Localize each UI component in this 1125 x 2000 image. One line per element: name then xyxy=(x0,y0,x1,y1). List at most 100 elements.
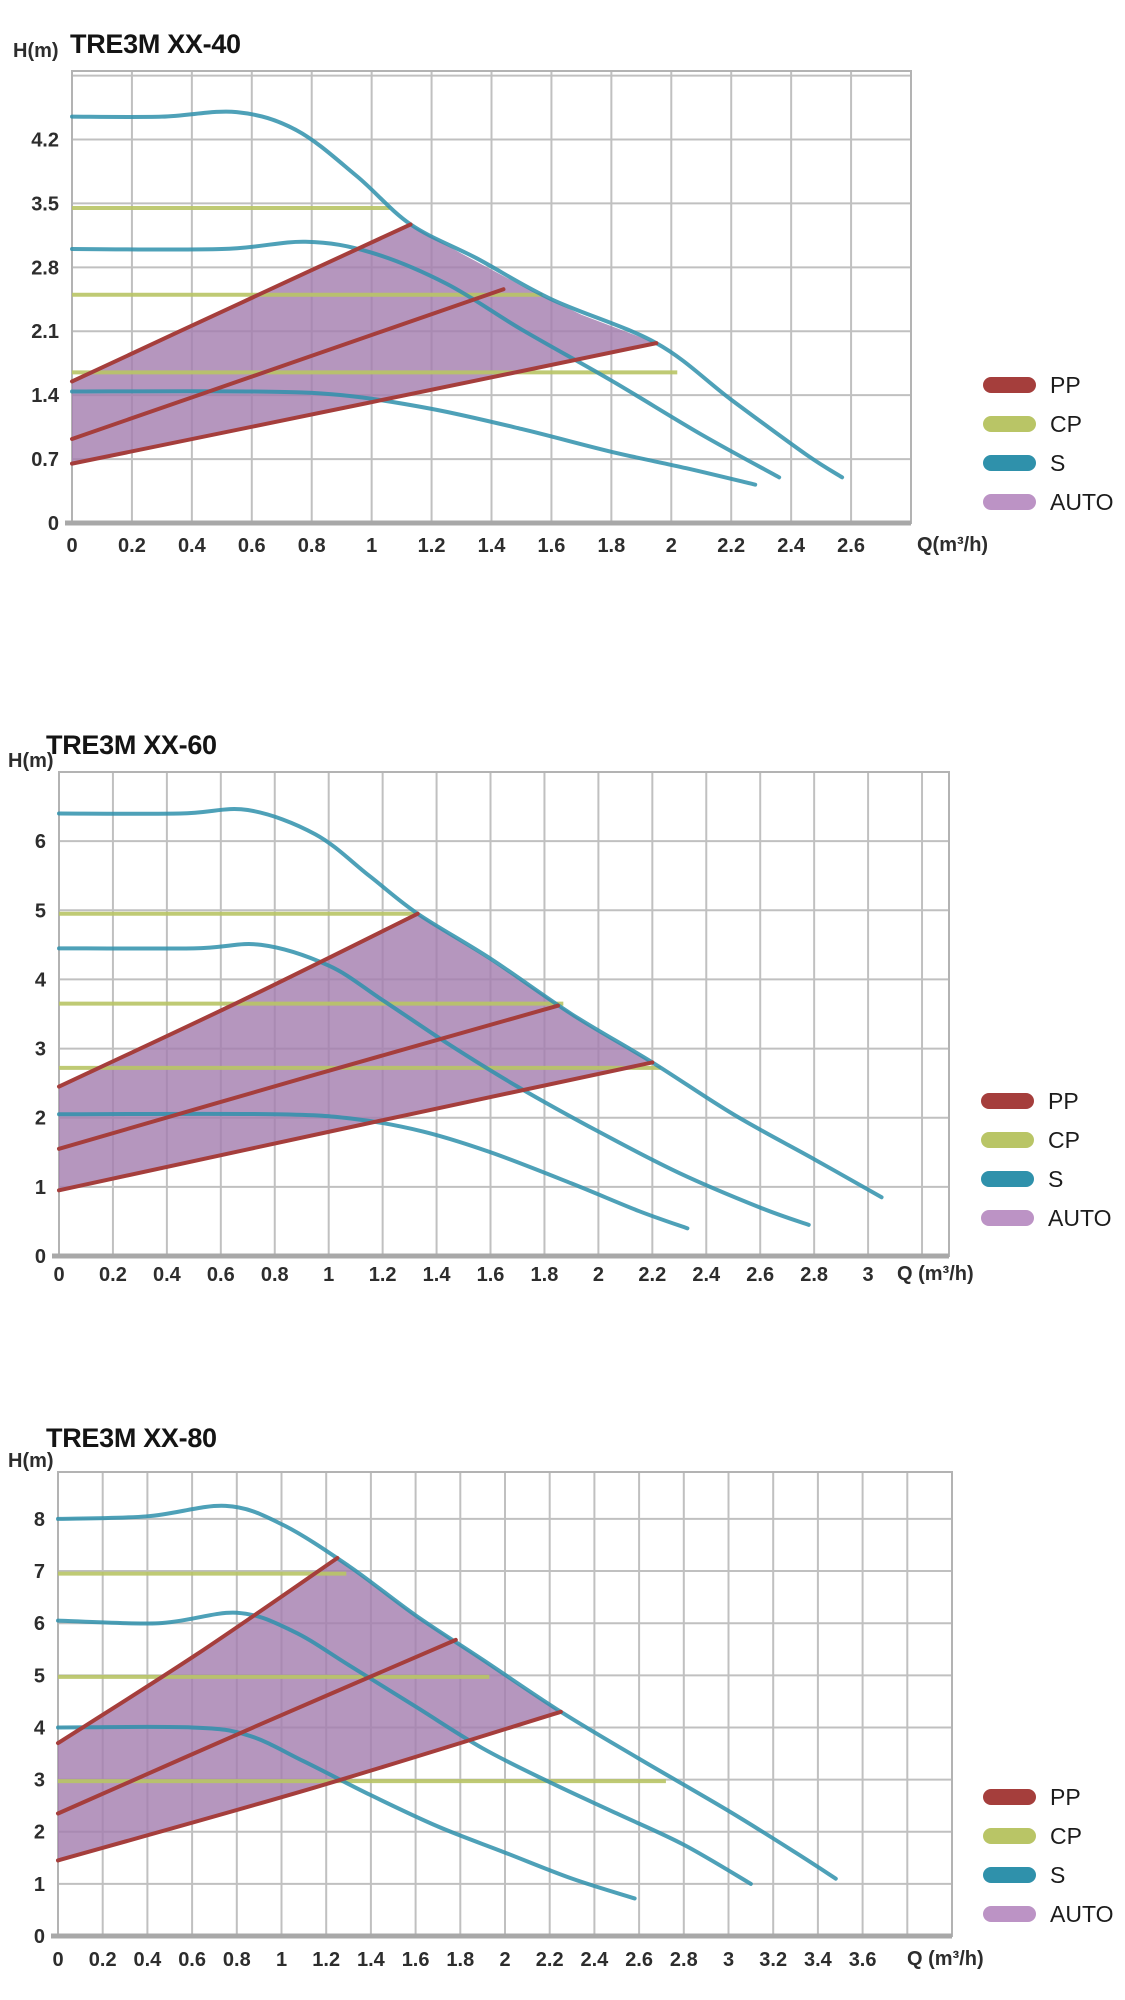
y-tick-label: 0 xyxy=(34,1926,45,1948)
legend-item-auto: AUTO xyxy=(983,489,1113,515)
x-axis-unit-xx-80: Q (m³/h) xyxy=(907,1948,984,1970)
x-tick-label: 2.4 xyxy=(580,1949,609,1971)
legend-item-cp: CP xyxy=(981,1127,1111,1153)
x-tick-label: 2.6 xyxy=(837,535,865,557)
x-tick-label: 1 xyxy=(276,1949,287,1971)
y-tick-label: 0.7 xyxy=(31,449,59,471)
x-tick-label: 2.4 xyxy=(692,1264,721,1286)
y-axis-label-xx-60: H(m) xyxy=(8,750,54,772)
x-tick-label: 2.2 xyxy=(717,535,745,557)
legend-swatch-s xyxy=(983,455,1036,471)
legend-label-s: S xyxy=(1048,1166,1064,1192)
x-tick-label: 2.8 xyxy=(800,1264,828,1286)
legend-label-s: S xyxy=(1050,450,1066,476)
legend-label-auto: AUTO xyxy=(1048,1205,1112,1231)
x-tick-label: 3.4 xyxy=(804,1949,833,1971)
chart-title-xx-80: TRE3M XX-80 xyxy=(46,1423,217,1454)
pp-curve xyxy=(57,1003,560,1151)
legend-swatch-cp xyxy=(981,1132,1034,1148)
y-tick-label: 0 xyxy=(48,513,59,535)
s-curve xyxy=(56,1724,637,1901)
s-curve xyxy=(70,389,758,487)
legend-swatch-cp xyxy=(983,1828,1036,1844)
x-tick-label: 2 xyxy=(593,1264,604,1286)
x-tick-label: 0.2 xyxy=(99,1264,127,1286)
legend-xx-40: PP CP S AUTO xyxy=(983,372,1113,528)
legend-item-auto: AUTO xyxy=(981,1205,1111,1231)
legend-label-cp: CP xyxy=(1048,1127,1080,1153)
y-tick-label: 1 xyxy=(34,1874,45,1896)
legend-swatch-pp xyxy=(981,1093,1034,1109)
s-curve xyxy=(56,1503,838,1881)
pp-curve xyxy=(70,287,506,441)
y-tick-label: 2.8 xyxy=(31,257,59,279)
legend-swatch-auto xyxy=(983,1906,1036,1922)
legend-item-s: S xyxy=(981,1166,1111,1192)
pp-curve xyxy=(56,1709,563,1863)
auto-region xyxy=(58,1558,561,1861)
y-axis-label-xx-40: H(m) xyxy=(13,40,59,62)
y-tick-label: 6 xyxy=(34,1613,45,1635)
y-tick-label: 3.5 xyxy=(31,193,59,215)
x-tick-label: 0.2 xyxy=(89,1949,117,1971)
x-tick-label: 1.8 xyxy=(597,535,625,557)
x-tick-label: 3 xyxy=(723,1949,734,1971)
x-tick-label: 2.4 xyxy=(777,535,806,557)
plot-frame xyxy=(58,771,950,1257)
x-axis-unit-xx-60: Q (m³/h) xyxy=(897,1263,974,1285)
s-curve xyxy=(70,239,782,480)
y-tick-label: 2 xyxy=(35,1108,46,1130)
x-tick-label: 1.2 xyxy=(312,1949,340,1971)
legend-item-auto: AUTO xyxy=(983,1901,1113,1927)
y-tick-label: 5 xyxy=(35,900,46,922)
s-curve xyxy=(57,942,811,1227)
y-tick-label: 0 xyxy=(35,1246,46,1268)
y-tick-label: 1.4 xyxy=(31,385,60,407)
legend-item-pp: PP xyxy=(983,372,1113,398)
y-tick-label: 3 xyxy=(34,1770,45,1792)
x-tick-label: 1.2 xyxy=(369,1264,397,1286)
legend-label-cp: CP xyxy=(1050,1823,1082,1849)
legend-item-cp: CP xyxy=(983,411,1113,437)
legend-swatch-s xyxy=(983,1867,1036,1883)
legend-item-s: S xyxy=(983,450,1113,476)
x-tick-label: 1 xyxy=(366,535,377,557)
legend-item-s: S xyxy=(983,1862,1113,1888)
chart-title-xx-40: TRE3M XX-40 xyxy=(70,29,241,60)
x-tick-label: 1.8 xyxy=(531,1264,559,1286)
x-tick-label: 1.4 xyxy=(423,1264,452,1286)
y-tick-label: 4 xyxy=(35,969,47,991)
legend-xx-80: PP CP S AUTO xyxy=(983,1784,1113,1940)
legend-label-auto: AUTO xyxy=(1050,1901,1114,1927)
pp-curve xyxy=(56,1556,340,1746)
legend-swatch-s xyxy=(981,1171,1034,1187)
x-tick-label: 2.6 xyxy=(746,1264,774,1286)
x-tick-label: 0 xyxy=(53,1264,64,1286)
legend-label-pp: PP xyxy=(1050,1784,1081,1810)
y-tick-label: 7 xyxy=(34,1561,45,1583)
x-tick-label: 1.4 xyxy=(357,1949,386,1971)
x-tick-label: 0.4 xyxy=(153,1264,182,1286)
s-curve xyxy=(57,807,884,1200)
legend-label-pp: PP xyxy=(1048,1088,1079,1114)
x-tick-label: 1.2 xyxy=(418,535,446,557)
y-tick-label: 5 xyxy=(34,1665,45,1687)
plot-frame xyxy=(57,1471,953,1937)
legend-swatch-pp xyxy=(983,1789,1036,1805)
pp-curve xyxy=(57,1060,655,1193)
legend-swatch-cp xyxy=(983,416,1036,432)
legend-label-auto: AUTO xyxy=(1050,489,1114,515)
s-curve xyxy=(70,109,845,480)
x-tick-label: 3.2 xyxy=(759,1949,787,1971)
pp-curve xyxy=(70,341,659,466)
x-tick-label: 3 xyxy=(863,1264,874,1286)
x-tick-label: 1.6 xyxy=(402,1949,430,1971)
x-tick-label: 2.2 xyxy=(638,1264,666,1286)
auto-region xyxy=(72,224,657,464)
y-tick-label: 2.1 xyxy=(31,321,59,343)
legend-swatch-pp xyxy=(983,377,1036,393)
y-tick-label: 4.2 xyxy=(31,129,59,151)
